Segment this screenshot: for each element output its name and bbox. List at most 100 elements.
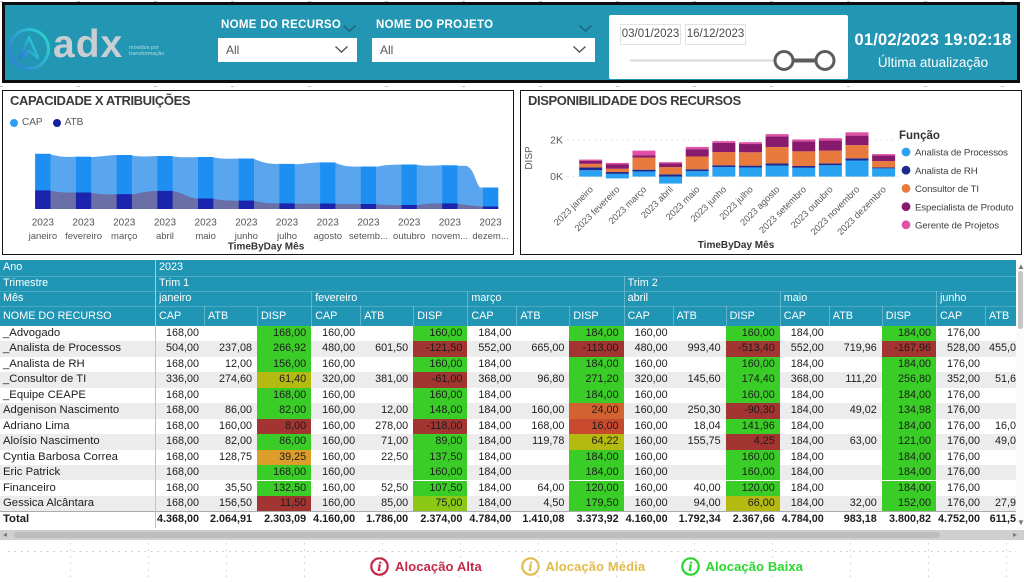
slider-handle-end[interactable]	[814, 50, 836, 71]
stacked-bar-segment[interactable]	[632, 171, 656, 177]
stacked-bar-segment[interactable]	[632, 157, 656, 170]
stacked-bar-segment[interactable]	[659, 163, 683, 168]
date-end-input[interactable]: 16/12/2023	[685, 23, 746, 45]
stacked-bar-segment[interactable]	[765, 136, 789, 147]
stacked-bar-segment[interactable]	[738, 167, 762, 177]
stacked-bar-segment[interactable]	[685, 146, 709, 150]
stacked-bar-segment[interactable]	[818, 163, 842, 166]
cap-month-bar[interactable]	[279, 163, 295, 209]
stacked-bar-segment[interactable]	[712, 142, 736, 153]
cap-month-bar[interactable]	[320, 162, 336, 209]
stacked-bar-segment[interactable]	[818, 138, 842, 141]
slider-handle-start[interactable]	[773, 50, 795, 71]
stacked-bar-segment[interactable]	[579, 159, 603, 161]
stacked-bar-segment[interactable]	[818, 165, 842, 177]
cap-month-bar[interactable]	[238, 158, 254, 209]
stacked-bar-segment[interactable]	[685, 171, 709, 177]
table-vertical-scrollbar[interactable]: ▲ ▼	[1016, 260, 1024, 529]
atb-month-bar[interactable]	[157, 190, 173, 209]
stacked-bar-segment[interactable]	[765, 165, 789, 177]
stacked-bar-segment[interactable]	[872, 168, 896, 177]
stacked-bar-segment[interactable]	[605, 172, 629, 174]
scroll-right-icon[interactable]: ▸	[1013, 530, 1018, 539]
stacked-bar-segment[interactable]	[845, 135, 869, 146]
stacked-bar-segment[interactable]	[738, 165, 762, 168]
stacked-bar-segment[interactable]	[872, 161, 896, 168]
atb-area-series[interactable]	[35, 190, 499, 209]
chevron-down-icon[interactable]	[578, 24, 593, 33]
date-start-input[interactable]: 03/01/2023	[620, 23, 681, 45]
scroll-up-icon[interactable]: ▲	[1017, 262, 1024, 271]
stacked-bar-segment[interactable]	[659, 162, 683, 164]
stacked-bar-segment[interactable]	[712, 152, 736, 166]
atb-month-bar[interactable]	[238, 200, 254, 209]
stacked-bar-segment[interactable]	[659, 176, 683, 184]
stacked-bar-segment[interactable]	[632, 155, 656, 158]
stacked-bar-segment[interactable]	[792, 151, 816, 166]
stacked-bar-segment[interactable]	[632, 150, 656, 156]
vertical-scroll-thumb[interactable]	[1017, 271, 1023, 329]
capacity-area-chart[interactable]: 2023 janeiro 2023 fevereiro 2023 março 2023 abr…	[3, 91, 513, 254]
table-horizontal-scrollbar[interactable]: ◂ ▸	[0, 530, 1024, 540]
atb-month-bar[interactable]	[320, 203, 336, 209]
atb-month-bar[interactable]	[442, 203, 458, 209]
stacked-bar-segment[interactable]	[712, 167, 736, 177]
stacked-bar-segment[interactable]	[818, 150, 842, 164]
atb-month-bar[interactable]	[198, 198, 214, 209]
stacked-bar-segment[interactable]	[845, 160, 869, 177]
stacked-bar-segment[interactable]	[738, 142, 762, 145]
projeto-select[interactable]: All	[372, 37, 595, 62]
stacked-bar-segment[interactable]	[765, 163, 789, 166]
stacked-bar-segment[interactable]	[685, 149, 709, 157]
chevron-down-icon[interactable]	[342, 24, 357, 33]
cap-month-bar[interactable]	[401, 164, 417, 209]
disp-value: -167,96	[881, 341, 936, 357]
stacked-bar-segment[interactable]	[685, 169, 709, 172]
cap-month-bar[interactable]	[360, 166, 377, 209]
cap-month-bar[interactable]	[442, 165, 458, 209]
stacked-bar-segment[interactable]	[632, 169, 656, 172]
stacked-bar-segment[interactable]	[845, 158, 869, 161]
stacked-bar-segment[interactable]	[579, 163, 603, 168]
stacked-bar-segment[interactable]	[738, 144, 762, 153]
stacked-bar-segment[interactable]	[792, 139, 816, 142]
stacked-bar-segment[interactable]	[579, 160, 603, 164]
stacked-bar-segment[interactable]	[792, 167, 816, 177]
atb-month-bar[interactable]	[75, 192, 92, 209]
atb-month-bar[interactable]	[482, 206, 499, 209]
stacked-bar-segment[interactable]	[605, 168, 629, 173]
stacked-bar-segment[interactable]	[818, 140, 842, 151]
stacked-bar-segment[interactable]	[605, 173, 629, 179]
scroll-left-icon[interactable]: ◂	[3, 530, 8, 539]
stacked-bar-segment[interactable]	[845, 145, 869, 159]
atb-month-bar[interactable]	[35, 190, 51, 209]
scroll-down-icon[interactable]: ▼	[1017, 518, 1024, 527]
cap-month-bar[interactable]	[482, 187, 499, 209]
stacked-bar-segment[interactable]	[712, 141, 736, 143]
stacked-bar-segment[interactable]	[712, 165, 736, 168]
stacked-bar-segment[interactable]	[579, 170, 603, 177]
stacked-bar-segment[interactable]	[605, 164, 629, 169]
stacked-bar-segment[interactable]	[659, 174, 683, 177]
stacked-bar-segment[interactable]	[765, 146, 789, 164]
atb-month-bar[interactable]	[279, 203, 295, 209]
stacked-bar-segment[interactable]	[685, 156, 709, 170]
stacked-bar-segment[interactable]	[605, 162, 629, 165]
stacked-bar-segment[interactable]	[845, 132, 869, 136]
stacked-bar-segment[interactable]	[579, 167, 603, 171]
horizontal-scroll-thumb[interactable]	[14, 532, 940, 538]
stacked-bar-segment[interactable]	[792, 141, 816, 152]
atb-month-bar[interactable]	[360, 203, 377, 209]
recurso-select[interactable]: All	[218, 37, 357, 62]
stacked-bar-segment[interactable]	[872, 167, 896, 169]
atb-month-bar[interactable]	[401, 204, 417, 209]
stacked-bar-segment[interactable]	[738, 152, 762, 166]
cap-month-bar[interactable]	[198, 156, 214, 209]
stacked-bar-segment[interactable]	[792, 165, 816, 168]
stacked-bar-segment[interactable]	[765, 134, 789, 137]
stacked-bar-segment[interactable]	[659, 167, 683, 175]
stacked-bar-segment[interactable]	[872, 154, 896, 156]
stacked-bar-segment[interactable]	[872, 155, 896, 162]
atb-month-bar[interactable]	[116, 194, 132, 209]
